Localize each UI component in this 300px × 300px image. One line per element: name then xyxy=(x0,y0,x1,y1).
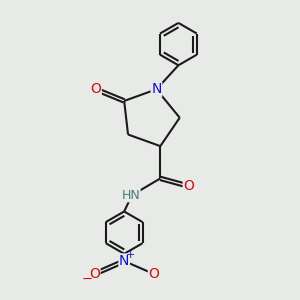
Text: O: O xyxy=(89,267,100,281)
Text: O: O xyxy=(183,179,194,193)
Text: N: N xyxy=(119,254,129,268)
Text: +: + xyxy=(126,250,135,260)
Text: O: O xyxy=(148,267,159,281)
Text: −: − xyxy=(81,273,92,286)
Text: N: N xyxy=(151,82,162,96)
Text: HN: HN xyxy=(121,189,140,202)
Text: O: O xyxy=(90,82,101,96)
